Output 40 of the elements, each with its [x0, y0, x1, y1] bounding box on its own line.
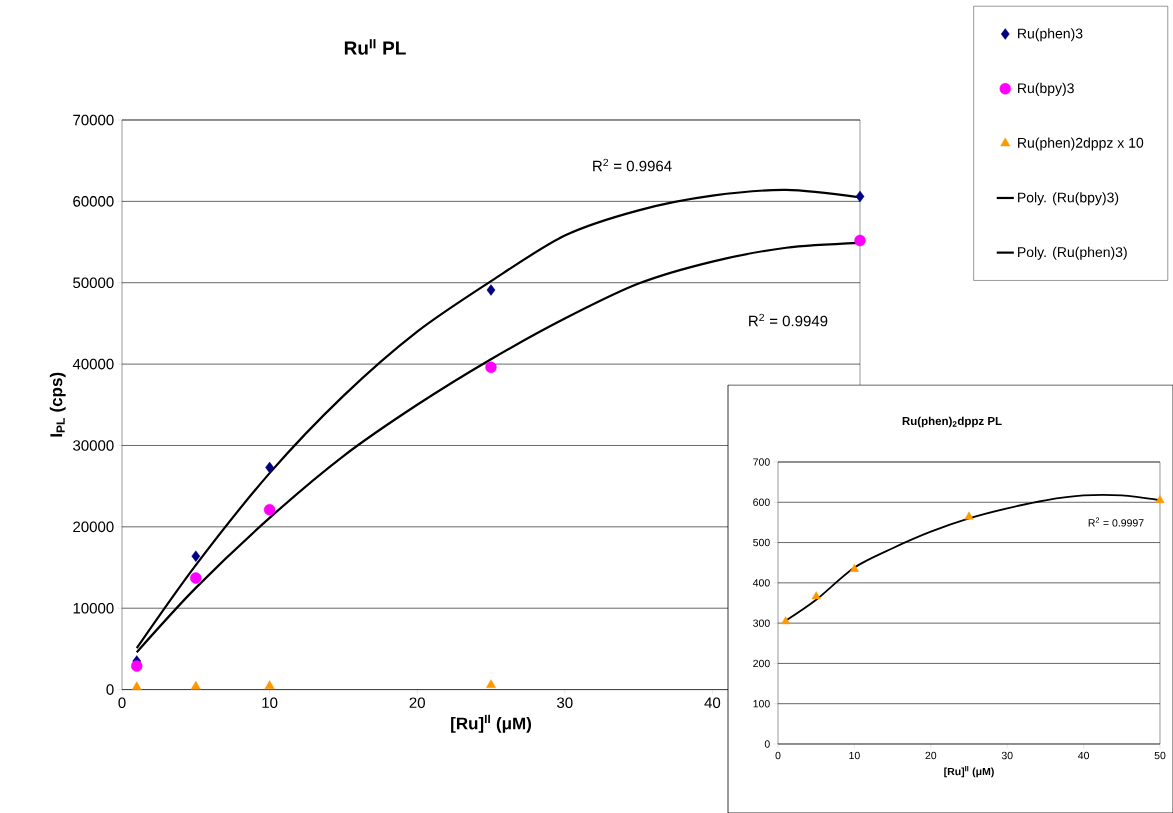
legend-label: Ru(bpy)3: [1018, 82, 1074, 96]
x-tick-label: 40: [704, 697, 721, 708]
x-tick-label: 0: [775, 751, 781, 760]
y-tick-label: 200: [753, 659, 770, 668]
y-tick-label: 0: [106, 684, 114, 695]
x-tick-label: 0: [118, 697, 126, 708]
x-tick-label: 20: [409, 697, 425, 708]
x-tick-label: 10: [849, 751, 860, 760]
legend-label: Ru(phen)3: [1018, 28, 1083, 42]
legend-label: Poly. (Ru(phen)3): [1018, 246, 1127, 260]
x-tick-label: 30: [1001, 751, 1013, 760]
y-tick-label: 700: [753, 458, 770, 466]
chart-title: Ru(phen)$_{2}$dppz PL: [902, 416, 1002, 428]
annotation: R$^{2}$ = 0.9997: [1088, 517, 1144, 527]
y-tick-label: 60000: [73, 196, 114, 207]
y-tick-label: 600: [753, 498, 770, 506]
y-tick-label: 300: [753, 619, 770, 627]
legend-label: Ru(phen)2dppz x 10: [1018, 137, 1144, 151]
y-axis-title: I$_{PL}$ (cps): [49, 372, 66, 437]
annotation: R$^{2}$ = 0.9949: [749, 313, 828, 327]
y-tick-label: 70000: [73, 114, 114, 126]
y-tick-label: 40000: [72, 358, 114, 370]
y-tick-label: 30000: [73, 440, 114, 451]
y-tick-label: 0: [764, 740, 770, 748]
x-tick-label: 20: [925, 751, 937, 760]
x-tick-label: 40: [1078, 751, 1090, 760]
y-tick-label: 100: [753, 699, 770, 708]
x-axis-title: [Ru]$^{II}$ (μM): [451, 714, 532, 733]
y-tick-label: 50000: [73, 277, 114, 289]
annotation: R$^{2}$ = 0.9964: [593, 158, 672, 172]
y-tick-label: 500: [753, 538, 770, 547]
x-tick-label: 30: [557, 697, 573, 708]
x-axis-title: [Ru]$^{II}$ (μM): [944, 766, 994, 778]
y-tick-label: 20000: [73, 521, 114, 533]
chart-title: Ru$^{II}$ PL: [344, 39, 406, 55]
legend-label: Poly. (Ru(bpy)3): [1018, 192, 1119, 206]
x-tick-label: 10: [262, 697, 278, 708]
y-tick-label: 10000: [73, 602, 114, 614]
y-tick-label: 400: [752, 579, 770, 587]
x-tick-label: 50: [1154, 751, 1166, 760]
